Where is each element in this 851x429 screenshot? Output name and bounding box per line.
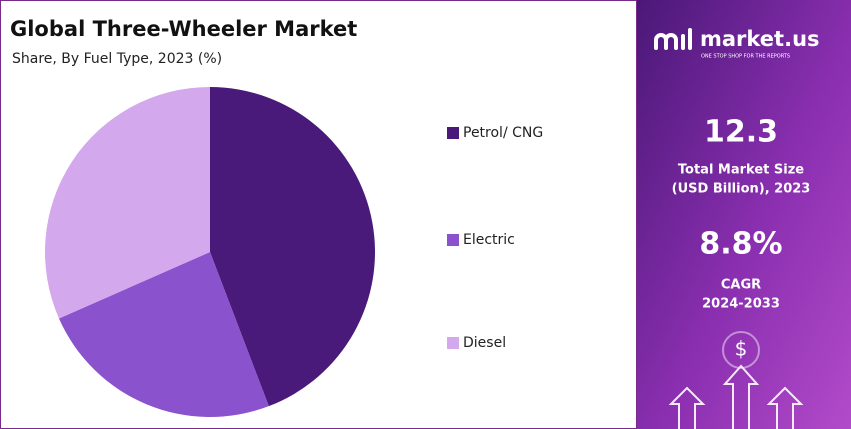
stat-label: (USD Billion), 2023 — [672, 182, 811, 197]
stat-label: 2024-2033 — [702, 297, 780, 312]
chart-subtitle: Share, By Fuel Type, 2023 (%) — [12, 51, 222, 67]
legend-swatch — [447, 337, 459, 349]
legend-label: Petrol/ CNG — [463, 125, 543, 141]
legend-swatch — [447, 234, 459, 246]
brand-tagline: ONE STOP SHOP FOR THE REPORTS — [701, 54, 790, 60]
brand-name: market.us — [700, 27, 820, 51]
stat-value: 12.3 — [704, 115, 778, 150]
pie-slice — [210, 87, 375, 407]
stat-label: CAGR — [721, 278, 761, 293]
stat-value: 8.8% — [699, 227, 782, 262]
pie-slice — [58, 252, 269, 417]
legend-label: Diesel — [463, 335, 506, 351]
legend-label: Electric — [463, 232, 515, 248]
legend-swatch — [447, 127, 459, 139]
pie-slice — [45, 87, 211, 319]
stat-label: Total Market Size — [678, 163, 804, 178]
brand-logo — [654, 28, 692, 50]
growth-decoration — [668, 331, 804, 429]
side-panel — [637, 0, 851, 429]
chart-title: Global Three-Wheeler Market — [10, 17, 357, 41]
dollar-icon: $ — [735, 337, 748, 361]
